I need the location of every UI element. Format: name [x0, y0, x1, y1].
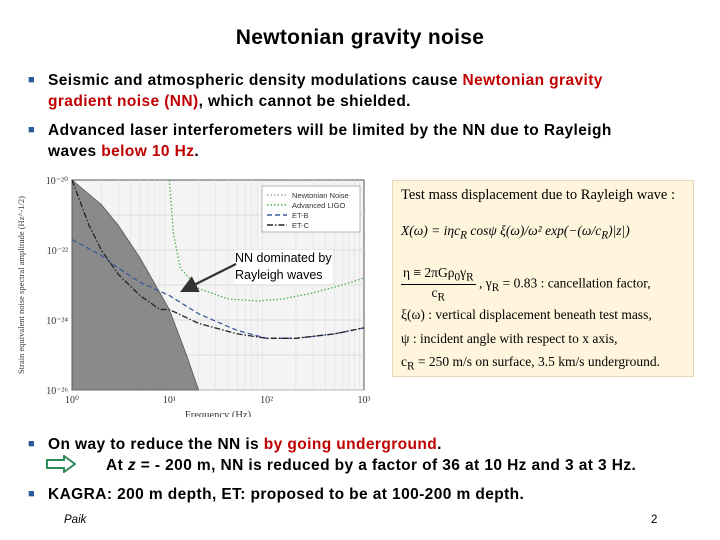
bullet2-text-b: waves [48, 143, 102, 160]
bullet1-text-b: , which cannot be shielded. [198, 93, 411, 110]
bullet3-text-a: On way to reduce the NN is [48, 436, 264, 453]
nn-annotation: NN dominated by Rayleigh waves [235, 250, 332, 284]
bullet-square-icon: ■ [28, 124, 36, 136]
x-tick-label: 10² [260, 395, 273, 406]
series-2-line [71, 238, 365, 339]
annotation-arrow [180, 263, 237, 292]
bullet3-red: by going underground [263, 436, 438, 453]
legend-label: ET-B [292, 211, 309, 220]
y-tick-label: 10⁻²⁰ [46, 176, 68, 187]
x-tick-label: 10³ [358, 395, 371, 406]
eq-heading: Test mass displacement due to Rayleigh w… [401, 187, 676, 203]
eq-eta: η ≡ 2πGρ0γR cR , γR = 0.83 : cancellatio… [401, 265, 651, 304]
bullet1-text-a: Seismic and atmospheric density modulati… [48, 72, 463, 89]
bullet3-line2-a: At [106, 457, 128, 474]
series-3-line [71, 179, 365, 339]
bullet1-red-b: gradient noise (NN) [48, 93, 199, 110]
eq-psi: ψ : incident angle with respect to x axi… [401, 331, 618, 346]
bullet-square-icon: ■ [28, 74, 36, 86]
annotation-line2: Rayleigh waves [235, 268, 323, 282]
bullet3-line2-b: = - 200 m, NN is reduced by a factor of … [136, 457, 637, 474]
series-1-line [168, 179, 365, 302]
eq-displacement: X(ω) = iηcR cosψ ξ(ω)/ω² exp(−(ω/cR)|z|) [401, 223, 630, 242]
x-axis-label: Frequency (Hz) [185, 410, 252, 417]
legend-label: ET-C [292, 221, 310, 230]
legend-label: Newtonian Noise [292, 191, 349, 200]
footer-author: Paik [64, 514, 87, 526]
bullet-interferometers: ■ Advanced laser interferometers will be… [28, 120, 698, 162]
bullet-underground: ■ On way to reduce the NN is by going un… [28, 434, 698, 476]
page-number: 2 [651, 514, 658, 526]
x-tick-label: 10¹ [163, 395, 176, 406]
series-0-area [71, 179, 200, 391]
x-tick-label: 10⁰ [65, 395, 79, 406]
implication-arrow-icon [46, 455, 76, 473]
y-tick-label: 10⁻²² [47, 246, 68, 257]
bullet2-text-c: . [194, 143, 200, 160]
eq-cr: cR = 250 m/s on surface, 3.5 km/s underg… [401, 354, 660, 373]
noise-plot-svg: 10⁰ 10¹ 10² 10³ 10⁻²⁰ 10⁻²² 10⁻²⁴ 10⁻²⁶ Frequenc… [16, 176, 371, 421]
y-tick-label: 10⁻²⁴ [46, 316, 68, 327]
bullet-square-icon: ■ [28, 438, 36, 450]
equation-box: Test mass displacement due to Rayleigh w… [392, 180, 694, 377]
bullet3-text-b: . [437, 436, 442, 453]
bullet-kagra: ■ KAGRA: 200 m depth, ET: proposed to be… [28, 484, 698, 505]
slide-title: Newtonian gravity noise [235, 26, 485, 49]
bullet-seismic: ■ Seismic and atmospheric density modula… [28, 70, 698, 112]
annotation-line1: NN dominated by [235, 251, 332, 265]
y-axis-label: Strain equivalent noise spectral amplitu… [16, 196, 26, 374]
bullet2-red: below 10 Hz [101, 143, 195, 160]
legend-label: Advanced LIGO [292, 201, 346, 210]
bullet-square-icon: ■ [28, 488, 36, 500]
bullet2-text-a: Advanced laser interferometers will be l… [48, 122, 612, 139]
legend-box [261, 185, 361, 233]
bullet1-red-a: Newtonian gravity [462, 72, 603, 89]
eq-xi: ξ(ω) : vertical displacement beneath tes… [401, 307, 652, 322]
bullet4-text: KAGRA: 200 m depth, ET: proposed to be a… [48, 486, 525, 503]
y-tick-label: 10⁻²⁶ [46, 386, 68, 397]
bullet3-z: z [127, 457, 137, 474]
noise-plot: 10⁰ 10¹ 10² 10³ 10⁻²⁰ 10⁻²² 10⁻²⁴ 10⁻²⁶ Frequenc… [14, 172, 374, 421]
